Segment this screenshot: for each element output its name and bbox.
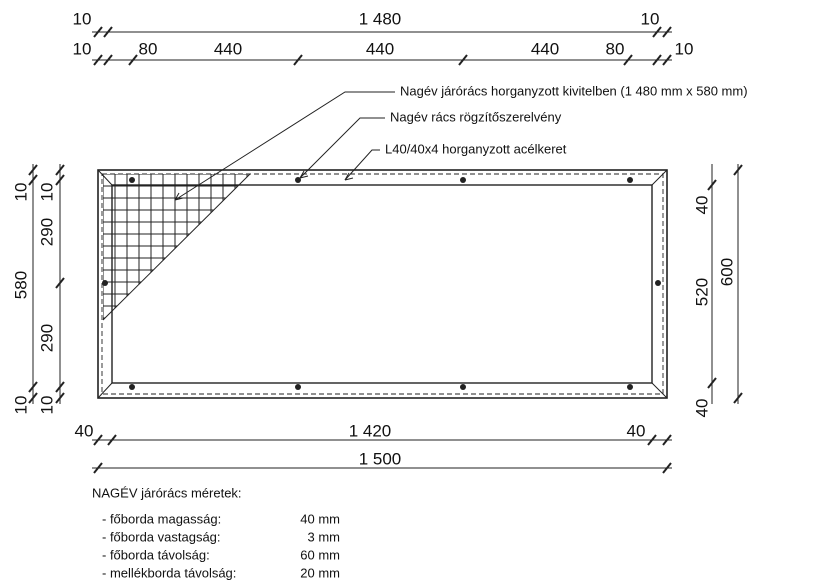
spec-value: 3 mm bbox=[308, 529, 341, 544]
dim-label: 520 bbox=[692, 278, 711, 306]
spec-label: - mellékborda távolság: bbox=[102, 565, 236, 580]
leader-line bbox=[344, 149, 380, 181]
annotation: Nagév rács rögzítőszerelvény bbox=[390, 109, 562, 124]
dim-label: 440 bbox=[531, 39, 559, 58]
dim-tick bbox=[93, 462, 103, 474]
spec-label: - főborda magasság: bbox=[102, 511, 221, 526]
annotation: Nagév járórács horganyzott kivitelben (1… bbox=[400, 83, 748, 98]
leader-arrow bbox=[174, 192, 184, 201]
dim-tick bbox=[707, 377, 717, 389]
dim-label: 40 bbox=[75, 421, 94, 440]
dim-tick bbox=[733, 164, 743, 176]
leader-arrow bbox=[344, 172, 354, 181]
dim-label: 440 bbox=[214, 39, 242, 58]
specs-title: NAGÉV járórács méretek: bbox=[92, 485, 242, 500]
dim-tick bbox=[662, 462, 672, 474]
dim-tick bbox=[652, 26, 662, 38]
spec-value: 40 mm bbox=[300, 511, 340, 526]
dim-tick bbox=[28, 392, 38, 404]
dim-tick bbox=[28, 164, 38, 176]
dim-label: 1 420 bbox=[349, 421, 392, 440]
dim-label: 1 480 bbox=[359, 9, 402, 28]
spec-label: - főborda vastagság: bbox=[102, 529, 221, 544]
dim-tick bbox=[55, 174, 65, 186]
dim-label: 10 bbox=[11, 396, 30, 415]
leader-line bbox=[299, 117, 385, 179]
spec-value: 20 mm bbox=[300, 565, 340, 580]
dim-label: 1 500 bbox=[359, 449, 402, 468]
bolt bbox=[627, 384, 633, 390]
dim-label: 10 bbox=[37, 396, 56, 415]
dim-tick bbox=[647, 434, 657, 446]
bolt bbox=[129, 177, 135, 183]
dim-label: 290 bbox=[37, 324, 56, 352]
bolt bbox=[627, 177, 633, 183]
dim-tick bbox=[707, 179, 717, 191]
dim-label: 10 bbox=[73, 9, 92, 28]
spec-label: - főborda távolság: bbox=[102, 547, 210, 562]
frame bbox=[97, 169, 668, 399]
bolt bbox=[295, 384, 301, 390]
dim-tick bbox=[93, 54, 103, 66]
dim-tick bbox=[55, 277, 65, 289]
dim-tick bbox=[93, 434, 103, 446]
dim-label: 10 bbox=[11, 183, 30, 202]
dim-tick bbox=[652, 54, 662, 66]
dim-tick bbox=[55, 164, 65, 176]
dim-label: 440 bbox=[366, 39, 394, 58]
dim-tick bbox=[107, 434, 117, 446]
leader-line bbox=[174, 91, 395, 201]
bolt bbox=[460, 177, 466, 183]
dim-tick bbox=[733, 392, 743, 404]
spec-value: 60 mm bbox=[300, 547, 340, 562]
dim-tick bbox=[55, 392, 65, 404]
dim-label: 10 bbox=[675, 39, 694, 58]
dim-label: 40 bbox=[692, 399, 711, 418]
dim-label: 290 bbox=[37, 218, 56, 246]
bolt bbox=[295, 177, 301, 183]
grating-edge bbox=[102, 173, 251, 321]
dim-label: 600 bbox=[717, 258, 736, 286]
dim-label: 40 bbox=[627, 421, 646, 440]
dim-label: 80 bbox=[139, 39, 158, 58]
leader-arrow bbox=[299, 170, 309, 179]
dim-tick bbox=[28, 174, 38, 186]
bolt bbox=[102, 280, 108, 286]
dim-label: 80 bbox=[606, 39, 625, 58]
bolt bbox=[460, 384, 466, 390]
dim-tick bbox=[128, 54, 138, 66]
bolt bbox=[655, 280, 661, 286]
dim-tick bbox=[662, 26, 672, 38]
dim-tick bbox=[55, 381, 65, 393]
dim-label: 580 bbox=[11, 271, 30, 299]
dim-tick bbox=[293, 54, 303, 66]
dim-label: 40 bbox=[692, 196, 711, 215]
dim-tick bbox=[93, 26, 103, 38]
dim-tick bbox=[28, 381, 38, 393]
dim-label: 10 bbox=[641, 9, 660, 28]
annotation: L40/40x4 horganyzott acélkeret bbox=[385, 141, 567, 156]
dim-tick bbox=[662, 434, 672, 446]
bolt bbox=[129, 384, 135, 390]
dim-tick bbox=[623, 54, 633, 66]
dim-label: 10 bbox=[73, 39, 92, 58]
dim-tick bbox=[458, 54, 468, 66]
dim-label: 10 bbox=[37, 183, 56, 202]
dim-tick bbox=[103, 26, 113, 38]
dim-tick bbox=[662, 54, 672, 66]
dim-tick bbox=[103, 54, 113, 66]
